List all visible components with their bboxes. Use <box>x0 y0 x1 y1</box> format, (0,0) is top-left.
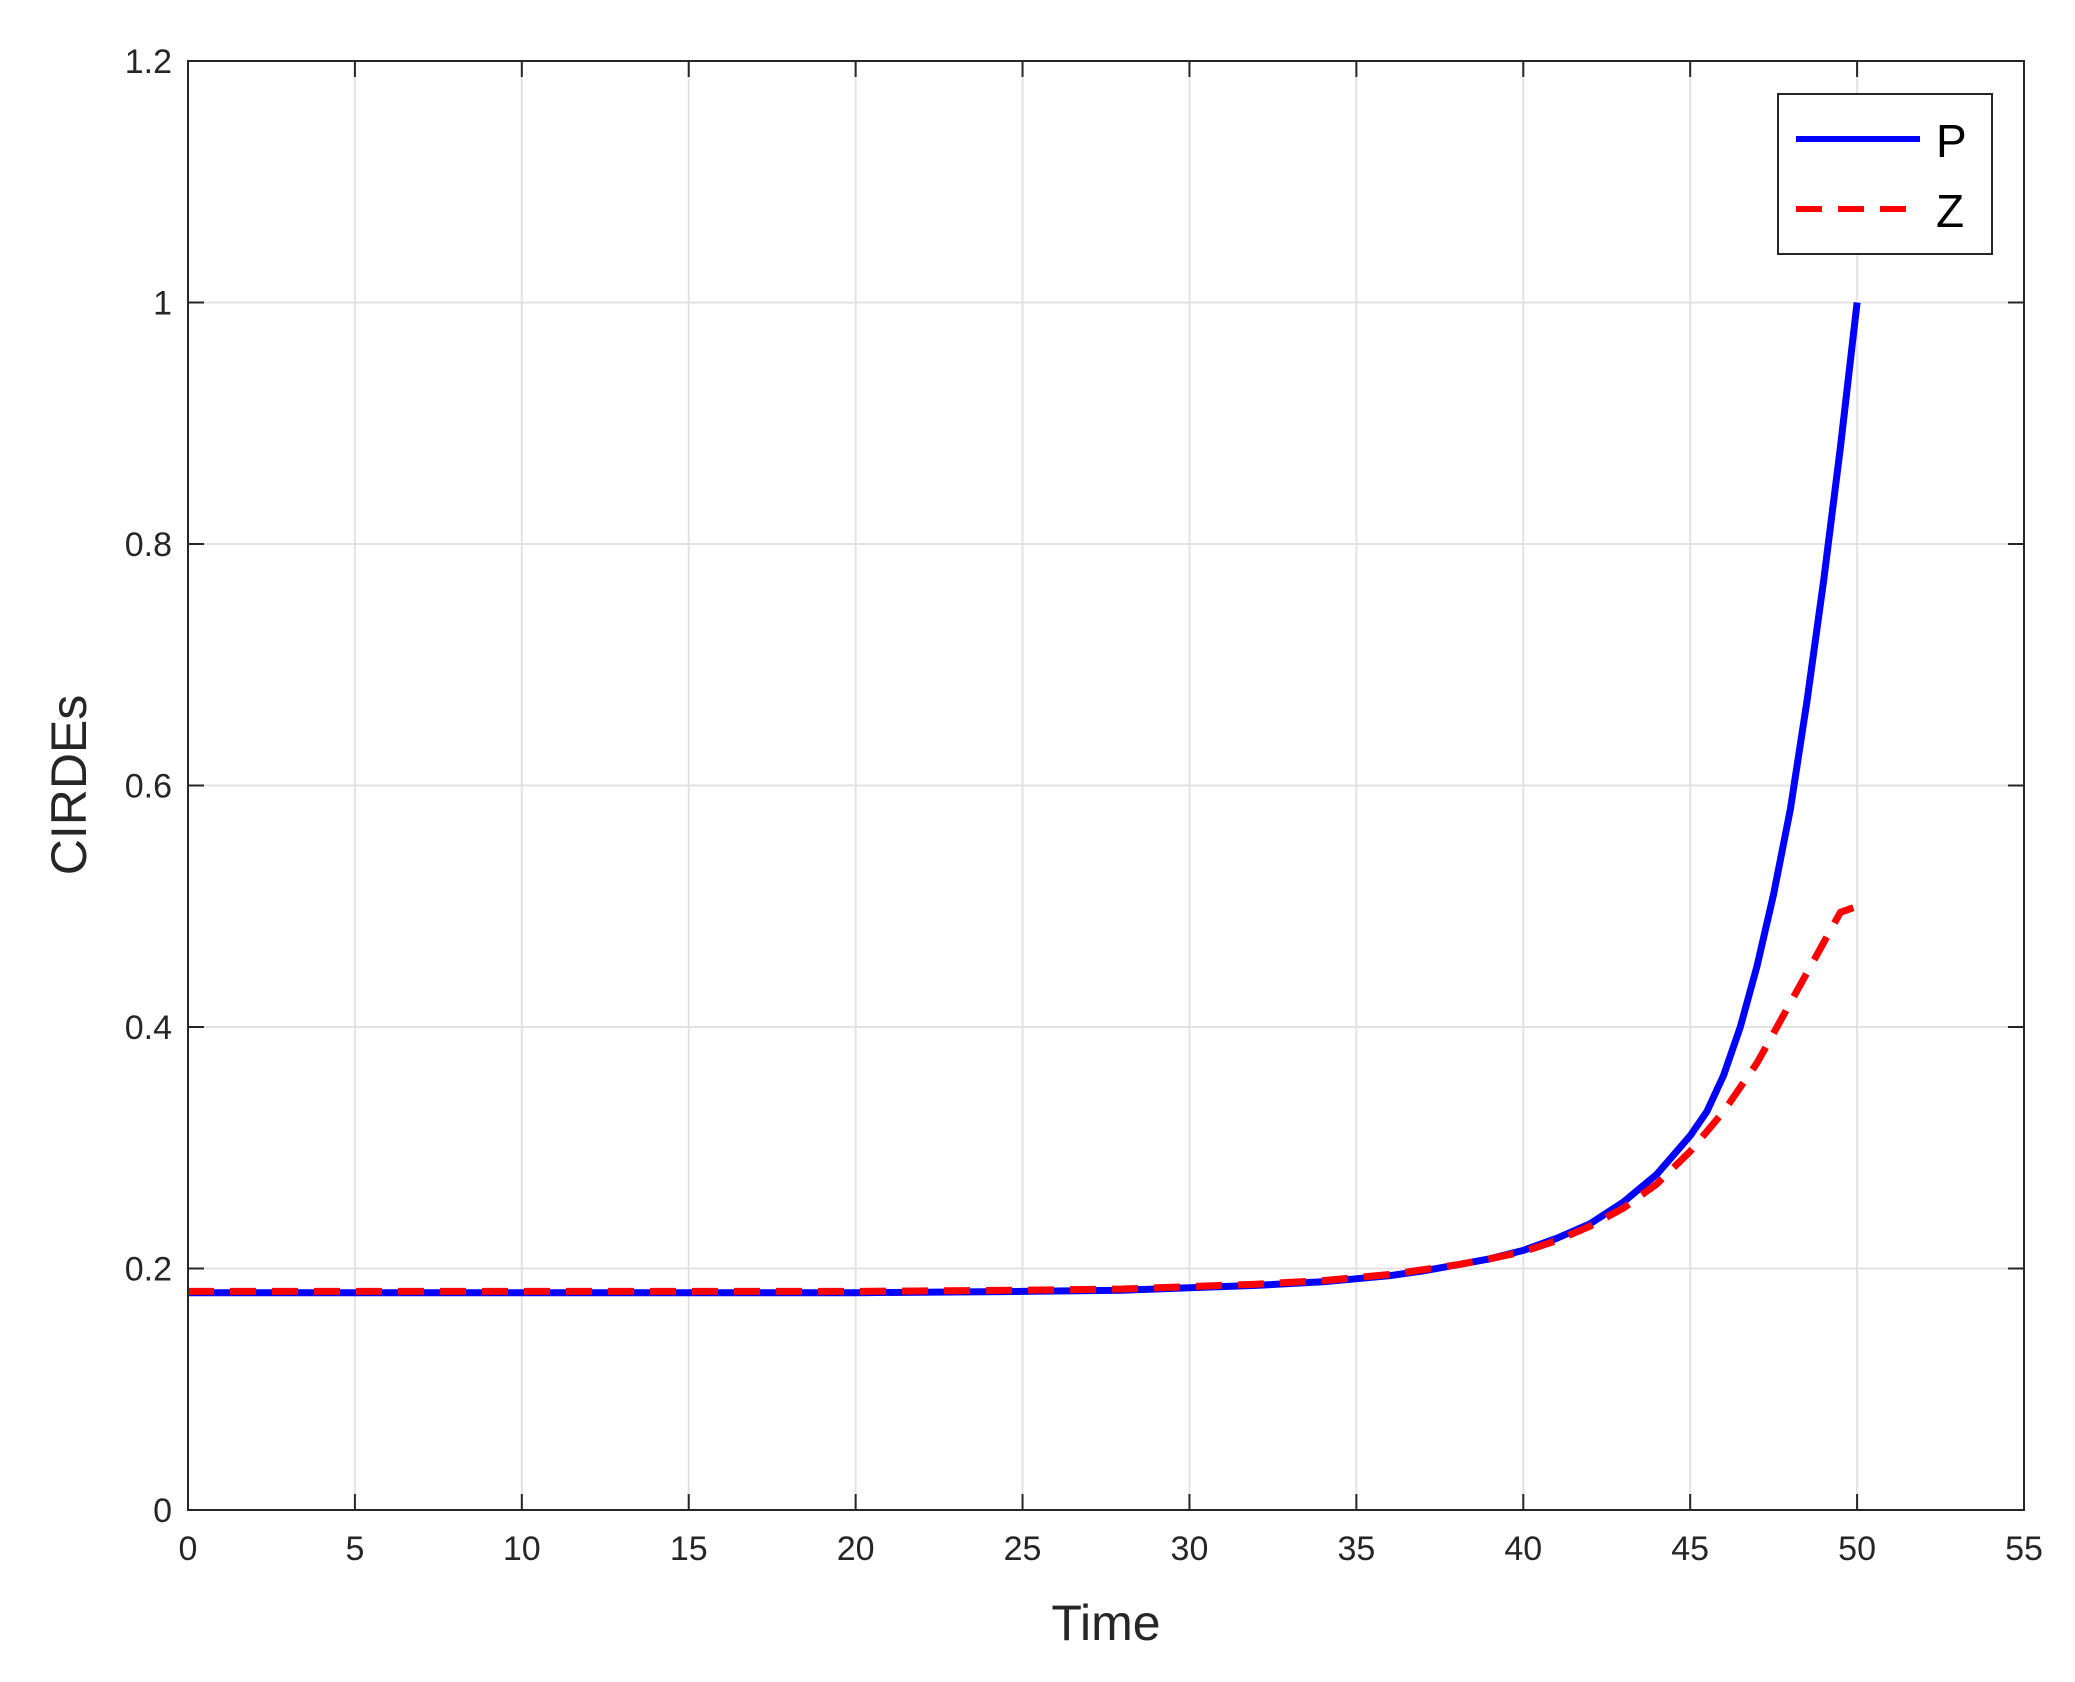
x-tick-label: 45 <box>1671 1530 1709 1568</box>
x-tick-label: 10 <box>503 1530 541 1568</box>
x-tick-label: 25 <box>1004 1530 1042 1568</box>
grid <box>188 61 2024 1510</box>
legend: P Z <box>1777 93 1993 255</box>
x-axis-title: Time <box>1051 1595 1160 1651</box>
y-tick-label: 1.2 <box>125 43 172 81</box>
x-tick-label: 5 <box>345 1530 364 1568</box>
x-tick-label: 30 <box>1171 1530 1209 1568</box>
x-tick-label: 40 <box>1504 1530 1542 1568</box>
x-tick-label: 0 <box>179 1530 198 1568</box>
x-tick-label: 15 <box>670 1530 708 1568</box>
x-tick-label: 55 <box>2005 1530 2043 1568</box>
y-tick-label: 1 <box>153 285 172 323</box>
legend-label-p: P <box>1936 115 1967 167</box>
legend-box <box>1777 93 1993 255</box>
series-layer <box>188 302 1861 1297</box>
y-tick-label: 0.2 <box>125 1251 172 1289</box>
legend-label-z: Z <box>1936 185 1964 237</box>
tick-labels: 0 5 10 15 20 25 30 35 40 45 50 55 0 0.2 0.4 0.6 0.8 1 1.2 <box>125 43 2043 1568</box>
y-tick-label: 0.8 <box>125 526 172 564</box>
y-tick-label: 0 <box>153 1492 172 1530</box>
x-tick-label: 50 <box>1838 1530 1876 1568</box>
y-tick-label: 0.4 <box>125 1009 172 1047</box>
series-line-z <box>188 903 1859 1295</box>
ticks <box>187 60 2025 1511</box>
x-tick-label: 20 <box>837 1530 875 1568</box>
y-axis-title: CIRDEs <box>41 695 97 876</box>
y-tick-label: 0.6 <box>125 768 172 806</box>
x-tick-label: 35 <box>1337 1530 1375 1568</box>
